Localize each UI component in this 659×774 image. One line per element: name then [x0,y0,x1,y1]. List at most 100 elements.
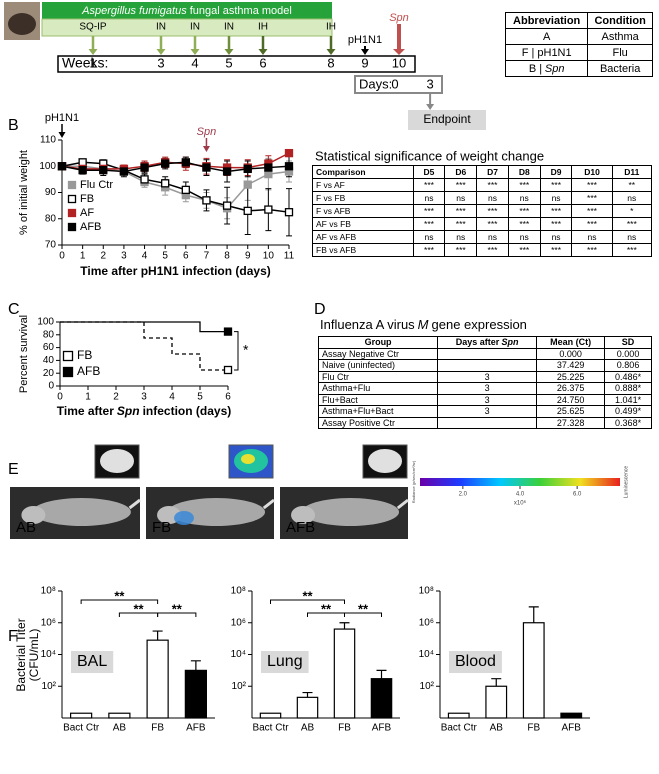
bar [296,696,319,719]
colorbar-tick-label: 6.0 [573,492,582,498]
model-banner [42,2,332,19]
cell: 0.486* [604,370,652,383]
cell: *** [476,243,509,257]
cell: *** [571,178,613,192]
cell: *** [539,243,573,257]
annotation-arrow [58,124,66,138]
cell: *** [476,178,509,192]
cell: 0.000 [604,347,652,360]
header-cell: Days after Spn [437,336,538,349]
exposure-arrow [88,36,98,55]
infection-label: pH1N1 [348,34,382,46]
significance-label: ** [172,601,183,616]
header-cell: Condition [587,12,653,29]
inset-tissue [100,449,134,473]
y-tick-label: 10² [42,681,57,692]
data-table: Abbreviation Condition A Asthma F | pH1N1 Flu… [504,12,653,77]
data-point [99,166,108,175]
infection-label: Spn [389,12,409,24]
cell: *** [571,217,613,231]
data-table: Comparison D5 D6 D7 D8 D9 D10 D11 F vs AF *** *** *… [312,165,653,257]
cell: ns [412,191,446,205]
data-point [222,167,232,176]
mouse-head [291,506,316,524]
legend-label: AFB [80,221,101,233]
cell: ** [611,178,653,192]
cell: Flu Ctr [317,370,439,383]
cell: 24.750 [536,393,606,406]
table-row: F vs FB ns ns ns ns ns *** ns [312,191,653,205]
y-tick-label: 0 [48,381,54,392]
week-label: 9 [361,55,368,70]
week-label: 10 [392,55,406,70]
exposure-arrow [190,36,200,55]
cell: ns [571,230,613,244]
data-point [264,205,273,214]
table-row: Flu+Bact 3 24.750 1.041* [317,393,652,406]
cell: 3 [437,393,538,406]
text-segment: Spn [117,404,140,418]
day-label: 3 [426,76,433,91]
legend-label: Flu Ctr [80,179,113,191]
data-point [161,179,170,188]
table-row: A Asthma [504,28,653,45]
mouse-tail [262,498,275,510]
colorbar-title: Luminescence [623,466,629,498]
y-tick-label: 80 [45,213,57,224]
cell: ns [476,230,509,244]
cell: *** [571,204,613,218]
mouse-body [32,498,131,526]
cell: *** [412,178,446,192]
cell: *** [444,178,478,192]
cell: Asthma+Flu [317,382,439,395]
cell: Bacteria [587,60,653,77]
table-row: F vs AFB *** *** *** *** *** *** * [312,204,653,218]
mouse [8,13,36,35]
legend-swatch [67,222,77,232]
cell: A [504,28,589,45]
cell: 26.375 [536,382,606,395]
cell [437,359,538,372]
arrow-head [88,49,98,55]
bar [70,712,93,719]
data-point [284,148,294,158]
cell: ns [412,230,446,244]
cell: 0.000 [536,347,606,360]
x-tick-label: 0 [59,251,65,262]
x-tick-label: AFB [186,723,206,734]
cell: AF vs FB [312,217,414,231]
cell: *** [539,204,573,218]
data-point [243,164,252,174]
mouse-tail [128,498,141,510]
header-cell: Abbreviation [504,12,589,29]
arrow-head [361,49,369,55]
series-line [61,152,290,170]
error-bar [302,691,313,698]
panel-label: E [8,461,19,478]
cell: Flu+Bact [317,393,439,406]
text-segment: M [418,317,429,332]
bar [108,712,131,719]
x-tick-label: FB [527,723,540,734]
table-row: F | pH1N1 Flu [504,44,653,61]
data-point [243,180,252,189]
exposure-label: IN [190,22,200,33]
y-tick-label: 10⁸ [419,586,434,597]
y-tick-label: 10⁶ [231,617,246,628]
cell: ns [444,230,478,244]
image-label: AB [16,519,36,536]
endpoint-box [408,110,486,130]
day-label: 0 [391,76,398,91]
y-tick-label: 80 [43,329,55,340]
cell: *** [444,204,478,218]
x-tick-label: 10 [263,251,275,262]
x-tick-label: 3 [141,392,147,403]
legend-swatch [67,180,77,190]
panel-tag-background [71,651,114,673]
cell: *** [476,217,509,231]
y-axis-label: Bacterial Titer [14,618,28,691]
text-segment: Spn [501,337,519,348]
data-point [243,206,252,216]
infection-arrow [393,24,405,55]
